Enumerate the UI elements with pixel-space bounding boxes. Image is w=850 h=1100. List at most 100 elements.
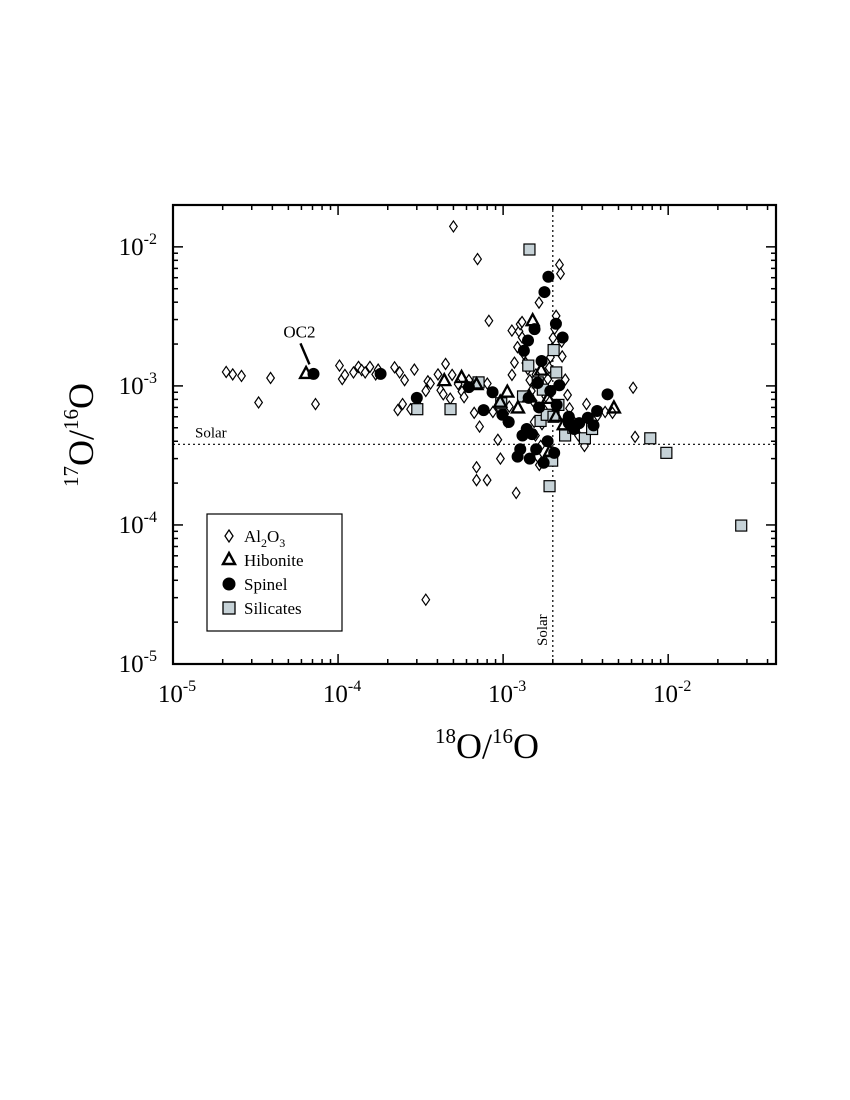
spinel-point: [538, 286, 551, 299]
hibonite-point: [492, 393, 509, 408]
spinel-point: [517, 344, 530, 357]
al2o3-point: [475, 420, 485, 434]
al2o3-point: [228, 367, 238, 381]
hibonite-point: [436, 371, 453, 387]
al2o3-point: [221, 365, 231, 379]
al2o3-point: [360, 365, 370, 379]
spinel-point: [531, 376, 544, 389]
spinel-point: [502, 416, 515, 429]
silicates-point: [523, 243, 536, 256]
silicates-point: [660, 446, 673, 459]
al2o3-point: [390, 360, 400, 374]
al2o3-point: [409, 363, 419, 377]
al2o3-point: [425, 376, 436, 391]
plot-border: [171, 203, 778, 666]
silicates-point: [578, 432, 591, 445]
al2o3-point: [488, 405, 498, 419]
spinel-point: [587, 419, 600, 432]
al2o3-point: [473, 252, 483, 266]
spinel-point: [535, 355, 548, 368]
solar-label-vertical: Solar: [535, 614, 551, 646]
spinel-point: [573, 417, 586, 430]
hibonite-point: [510, 399, 526, 414]
solar-reference-lines: Solar Solar: [173, 205, 776, 664]
spinel-point: [601, 388, 614, 401]
spinel-point: [530, 443, 543, 456]
x-axis-ticks: 10-5 10-4 10-3 10-2: [158, 205, 769, 708]
x-tick-label: 10-5: [158, 678, 196, 708]
spinel-point: [556, 331, 569, 344]
al2o3-point: [534, 296, 544, 310]
al2o3-point: [348, 365, 359, 379]
legend-item-al2o3: Al2O3: [224, 527, 285, 550]
al2o3-point: [236, 369, 247, 383]
al2o3-point: [365, 360, 375, 374]
al2o3-point: [340, 368, 350, 382]
al2o3-point: [554, 258, 565, 272]
al2o3-point: [447, 368, 457, 382]
legend-item-spinel: Spinel: [222, 575, 288, 594]
silicates-point: [411, 403, 424, 416]
al2o3-point: [395, 365, 405, 379]
al2o3-point: [630, 430, 640, 444]
al2o3-point: [628, 381, 638, 395]
y-tick-label: 10-3: [119, 370, 157, 400]
al2o3-point: [441, 357, 451, 371]
al2o3-point: [438, 387, 448, 401]
al2o3-point: [495, 452, 505, 466]
spinel-point: [520, 422, 533, 435]
silicates-point: [735, 519, 748, 532]
spinel-point: [562, 417, 575, 430]
spinel-point: [544, 384, 557, 397]
oc2-label: OC2: [283, 322, 315, 341]
silicates-point: [543, 480, 556, 493]
al2o3-point: [266, 371, 276, 385]
legend: Al2O3 Hibonite Spinel Silicates: [206, 513, 343, 632]
al2o3-point: [555, 267, 566, 281]
silicates-point: [644, 432, 657, 445]
al2o3-point: [254, 395, 264, 410]
al2o3-point: [398, 397, 408, 411]
spinel-point: [307, 367, 320, 380]
x-tick-label: 10-4: [323, 678, 361, 708]
al2o3-point: [511, 486, 521, 500]
silicates-point: [444, 403, 457, 416]
al2o3-point: [421, 384, 431, 398]
spinel-point: [522, 334, 535, 347]
spinel-point: [514, 443, 527, 456]
spinel-point: [477, 404, 490, 417]
legend-marker-square: [222, 601, 236, 615]
legend-item-hibonite: Hibonite: [220, 550, 304, 570]
x-tick-label: 10-2: [653, 678, 691, 708]
al2o3-point: [563, 388, 573, 402]
legend-label-al2o3: Al2O3: [244, 527, 285, 550]
al2o3-point: [484, 314, 494, 328]
x-axis-title: 18O/16O: [435, 724, 539, 766]
legend-label-spinel: Spinel: [244, 575, 288, 594]
silicates-point: [547, 343, 560, 357]
al2o3-point: [517, 315, 527, 329]
spinel-point: [462, 381, 475, 394]
hibonite-point: [540, 389, 556, 405]
al2o3-point: [400, 373, 410, 387]
hibonite-point: [605, 399, 622, 414]
y-tick-label: 10-5: [119, 648, 157, 678]
solar-label-horizontal: Solar: [195, 425, 227, 441]
al2o3-point: [334, 359, 345, 373]
spinel-point: [542, 270, 555, 283]
spinel-point: [537, 456, 550, 469]
al2o3-point: [507, 368, 517, 382]
al2o3-point: [445, 392, 455, 406]
y-tick-label: 10-4: [119, 509, 157, 539]
data-points: [221, 219, 748, 607]
silicates-point: [534, 414, 547, 428]
spinel-point: [550, 398, 563, 411]
spinel-point: [549, 317, 562, 330]
al2o3-point: [393, 403, 403, 417]
al2o3-point: [507, 324, 517, 338]
al2o3-point: [493, 433, 503, 447]
spinel-point: [528, 323, 541, 336]
silicates-point: [550, 366, 563, 379]
al2o3-point: [421, 593, 431, 607]
